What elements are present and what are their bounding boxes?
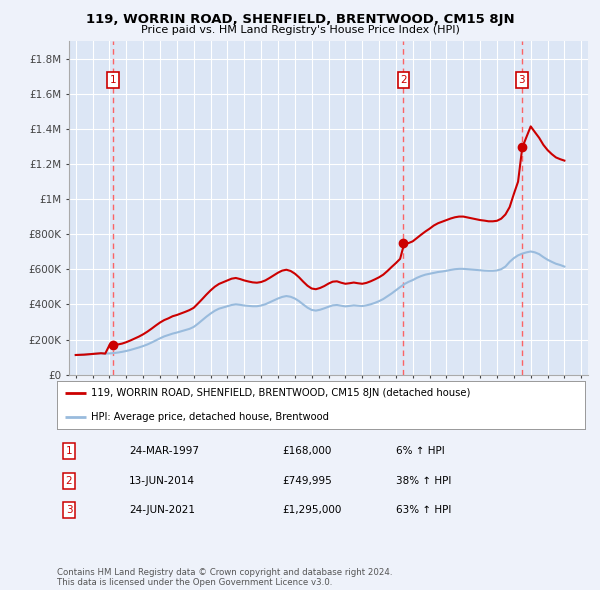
Text: 6% ↑ HPI: 6% ↑ HPI	[396, 447, 445, 456]
Text: 119, WORRIN ROAD, SHENFIELD, BRENTWOOD, CM15 8JN: 119, WORRIN ROAD, SHENFIELD, BRENTWOOD, …	[86, 13, 514, 26]
Text: £168,000: £168,000	[282, 447, 331, 456]
Text: 1: 1	[65, 447, 73, 456]
Text: 63% ↑ HPI: 63% ↑ HPI	[396, 506, 451, 515]
Text: 24-JUN-2021: 24-JUN-2021	[129, 506, 195, 515]
Text: £1,295,000: £1,295,000	[282, 506, 341, 515]
Text: 24-MAR-1997: 24-MAR-1997	[129, 447, 199, 456]
Text: HPI: Average price, detached house, Brentwood: HPI: Average price, detached house, Bren…	[91, 412, 329, 422]
Text: 13-JUN-2014: 13-JUN-2014	[129, 476, 195, 486]
Text: Contains HM Land Registry data © Crown copyright and database right 2024.
This d: Contains HM Land Registry data © Crown c…	[57, 568, 392, 587]
Text: £749,995: £749,995	[282, 476, 332, 486]
Text: 2: 2	[65, 476, 73, 486]
Text: 3: 3	[65, 506, 73, 515]
Text: 119, WORRIN ROAD, SHENFIELD, BRENTWOOD, CM15 8JN (detached house): 119, WORRIN ROAD, SHENFIELD, BRENTWOOD, …	[91, 388, 470, 398]
Text: 38% ↑ HPI: 38% ↑ HPI	[396, 476, 451, 486]
Text: Price paid vs. HM Land Registry's House Price Index (HPI): Price paid vs. HM Land Registry's House …	[140, 25, 460, 35]
Text: 2: 2	[400, 75, 407, 85]
Text: 3: 3	[518, 75, 525, 85]
Text: 1: 1	[110, 75, 116, 85]
